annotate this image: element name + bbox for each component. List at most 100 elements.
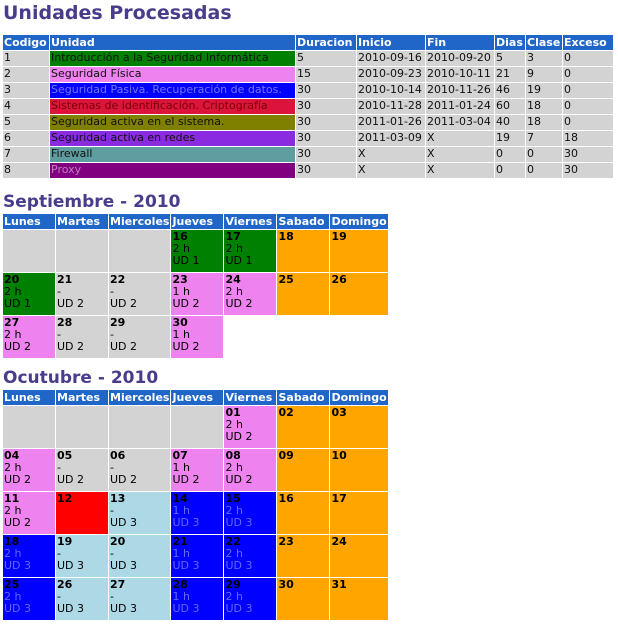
units-cell-exceso: 0 xyxy=(563,99,613,114)
units-cell-codigo: 5 xyxy=(3,115,49,130)
day-number: 17 xyxy=(225,230,241,243)
calendar-week-row: 27 2 h UD 2 28- UD 2 29- UD 2 30 1 h UD 2 xyxy=(3,316,388,358)
units-cell-unidad: Firewall xyxy=(50,147,295,162)
calendar-day-cell: 30 1 h UD 2 xyxy=(171,316,224,358)
units-cell-unidad: Sistemas de identificación. Criptografía xyxy=(50,99,295,114)
day-number: 03 xyxy=(331,406,347,419)
day-unit: UD 2 xyxy=(172,473,200,486)
units-col-header: Clase xyxy=(526,35,562,50)
day-unit: UD 2 xyxy=(4,473,32,486)
units-cell-fin: 2010-10-11 xyxy=(426,67,494,82)
day-unit: UD 3 xyxy=(225,602,253,615)
units-header-row: Codigo Unidad Duracion Inicio Fin Dias Clase Ex… xyxy=(3,35,613,50)
day-number: 04 xyxy=(4,449,20,462)
calendar-day-cell: 01 2 h UD 2 xyxy=(224,406,277,448)
day-number: 15 xyxy=(225,492,241,505)
units-cell-exceso: 0 xyxy=(563,115,613,130)
calendar-day-cell: 10 xyxy=(330,449,388,491)
day-hours: - xyxy=(110,285,114,298)
day-hours: 2 h xyxy=(4,285,22,298)
calendar-day-cell: 25 xyxy=(277,273,330,315)
units-cell-duracion: 30 xyxy=(296,131,356,146)
page-title: Unidades Procesadas xyxy=(3,2,232,24)
day-number: 30 xyxy=(172,316,188,329)
day-unit: UD 3 xyxy=(225,516,253,529)
day-unit: UD 2 xyxy=(4,516,32,529)
september-title: Septiembre - 2010 xyxy=(3,192,181,212)
day-number: 31 xyxy=(331,578,347,591)
calendar-empty-cell xyxy=(56,230,108,272)
day-hours: 2 h xyxy=(225,590,243,603)
calendar-day-cell: 21 1 h UD 3 xyxy=(171,535,224,577)
day-hours: - xyxy=(57,547,61,560)
units-row: 3 Seguridad Pasiva. Recuperación de datos… xyxy=(3,83,613,98)
day-number: 11 xyxy=(4,492,20,505)
day-number: 27 xyxy=(110,578,126,591)
units-cell-dias: 0 xyxy=(495,163,525,178)
day-number: 18 xyxy=(278,230,294,243)
weekday-header: Lunes xyxy=(3,214,55,229)
day-unit: UD 3 xyxy=(4,602,32,615)
calendar-week-row: 25 2 h UD 3 26- UD 3 27- UD 3 28 1 h UD 3 29 2 h UD … xyxy=(3,578,388,620)
weekday-header: Martes xyxy=(56,390,108,405)
day-hours: - xyxy=(110,328,114,341)
day-number: 09 xyxy=(278,449,294,462)
weekday-header: Miercoles xyxy=(109,390,171,405)
units-cell-exceso: 0 xyxy=(563,67,613,82)
weekday-header: Martes xyxy=(56,214,108,229)
day-unit: UD 2 xyxy=(172,297,200,310)
day-number: 24 xyxy=(331,535,347,548)
day-unit: UD 2 xyxy=(4,340,32,353)
day-hours: - xyxy=(110,590,114,603)
calendar-day-cell: 28- UD 2 xyxy=(56,316,108,358)
day-unit: UD 3 xyxy=(225,559,253,572)
calendar-day-cell: 18 2 h UD 3 xyxy=(3,535,55,577)
calendar-day-cell: 26- UD 3 xyxy=(56,578,108,620)
weekday-header: Lunes xyxy=(3,390,55,405)
day-number: 08 xyxy=(225,449,241,462)
calendar-day-cell: 29- UD 2 xyxy=(109,316,171,358)
weekday-header: Sabado xyxy=(277,214,330,229)
day-number: 26 xyxy=(57,578,73,591)
day-number: 17 xyxy=(331,492,347,505)
units-col-header: Unidad xyxy=(50,35,295,50)
units-cell-dias: 40 xyxy=(495,115,525,130)
day-hours: 1 h xyxy=(172,461,190,474)
calendar-day-cell: 07 1 h UD 2 xyxy=(171,449,224,491)
calendar-empty-cell xyxy=(171,406,224,448)
units-cell-clase: 19 xyxy=(526,83,562,98)
units-row: 2 Seguridad Física 15 2010-09-23 2010-10-11 2… xyxy=(3,67,613,82)
calendar-week-row: 16 2 h UD 1 17 2 h UD 1 18 19 xyxy=(3,230,388,272)
units-cell-unidad: Seguridad Pasiva. Recuperación de datos. xyxy=(50,83,295,98)
units-cell-inicio: 2010-09-23 xyxy=(357,67,425,82)
day-unit: UD 3 xyxy=(110,602,138,615)
day-number: 02 xyxy=(278,406,294,419)
calendar-day-cell: 28 1 h UD 3 xyxy=(171,578,224,620)
calendar-day-cell: 19 xyxy=(330,230,388,272)
day-number: 18 xyxy=(4,535,20,548)
day-number: 23 xyxy=(278,535,294,548)
calendar-day-cell: 22- UD 2 xyxy=(109,273,171,315)
units-cell-duracion: 30 xyxy=(296,99,356,114)
day-hours: 1 h xyxy=(172,547,190,560)
day-number: 22 xyxy=(110,273,126,286)
units-col-header: Exceso xyxy=(563,35,613,50)
units-cell-codigo: 1 xyxy=(3,51,49,66)
units-cell-fin: X xyxy=(426,163,494,178)
day-hours: 2 h xyxy=(225,242,243,255)
day-hours: 1 h xyxy=(172,590,190,603)
units-row: 4 Sistemas de identificación. Criptografí… xyxy=(3,99,613,114)
units-cell-codigo: 8 xyxy=(3,163,49,178)
day-hours: - xyxy=(57,285,61,298)
day-number: 16 xyxy=(172,230,188,243)
calendar-day-cell: 21- UD 2 xyxy=(56,273,108,315)
units-cell-inicio: 2010-09-16 xyxy=(357,51,425,66)
day-hours: 2 h xyxy=(4,590,22,603)
calendar-day-cell: 18 xyxy=(277,230,330,272)
calendar-day-cell: 15 2 h UD 3 xyxy=(224,492,277,534)
units-cell-exceso: 30 xyxy=(563,163,613,178)
day-unit: UD 3 xyxy=(172,602,200,615)
day-unit: UD 2 xyxy=(225,430,253,443)
day-number: 07 xyxy=(172,449,188,462)
day-number: 26 xyxy=(331,273,347,286)
